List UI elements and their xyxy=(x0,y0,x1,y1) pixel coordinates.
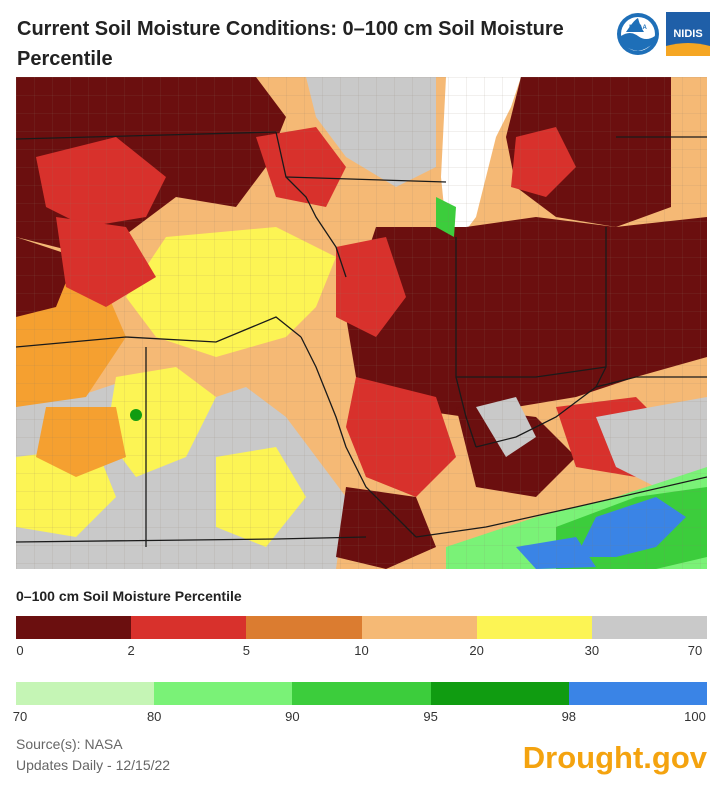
legend-bar-wet xyxy=(16,682,708,705)
legend-swatch xyxy=(476,616,592,639)
legend-swatch xyxy=(154,682,293,705)
soil-moisture-map[interactable] xyxy=(16,77,707,569)
legend-tick-label: 2 xyxy=(127,643,135,658)
legend-bar-dry xyxy=(16,616,708,639)
nidis-logo-text: NIDIS xyxy=(673,28,702,40)
legend-swatch xyxy=(361,616,477,639)
legend-swatch xyxy=(16,616,132,639)
source-info: Source(s): NASA Updates Daily - 12/15/22 xyxy=(16,734,170,776)
legend-tick-label: 95 xyxy=(423,709,438,724)
source-text: Source(s): NASA xyxy=(16,736,123,752)
map-canvas xyxy=(16,77,707,569)
legend-swatch xyxy=(568,682,708,705)
noaa-logo-icon[interactable]: NOAA xyxy=(616,12,660,56)
legend-tick-label: 70 xyxy=(12,709,28,724)
drought-gov-logo[interactable]: Drought.gov xyxy=(522,740,707,775)
legend-tick-label: 70 xyxy=(687,643,703,658)
legend-swatch xyxy=(246,616,362,639)
legend-swatch xyxy=(131,616,247,639)
noaa-logo-text: NOAA xyxy=(629,25,647,31)
map-title: Current Soil Moisture Conditions: 0–100 … xyxy=(17,18,564,70)
legend-tick-label: 100 xyxy=(684,709,706,724)
legend-tick-label: 90 xyxy=(285,709,300,724)
legend-swatch xyxy=(292,682,431,705)
logo-group: NOAA NIDIS xyxy=(616,12,710,56)
legend-tick-label: 30 xyxy=(584,643,600,658)
legend-tick-label: 0 xyxy=(16,643,24,658)
legend-swatch xyxy=(430,682,569,705)
legend-title: 0–100 cm Soil Moisture Percentile xyxy=(16,588,242,604)
legend-tick-label: 80 xyxy=(146,709,162,724)
update-text: Updates Daily - 12/15/22 xyxy=(16,757,171,773)
legend-swatch xyxy=(591,616,708,639)
legend-tick-label: 10 xyxy=(354,643,369,658)
legend-tick-label: 5 xyxy=(242,643,250,658)
nidis-logo-icon[interactable]: NIDIS xyxy=(666,12,710,56)
legend-tick-label: 20 xyxy=(469,643,484,658)
legend-swatch xyxy=(16,682,155,705)
legend-tick-label: 98 xyxy=(561,709,577,724)
